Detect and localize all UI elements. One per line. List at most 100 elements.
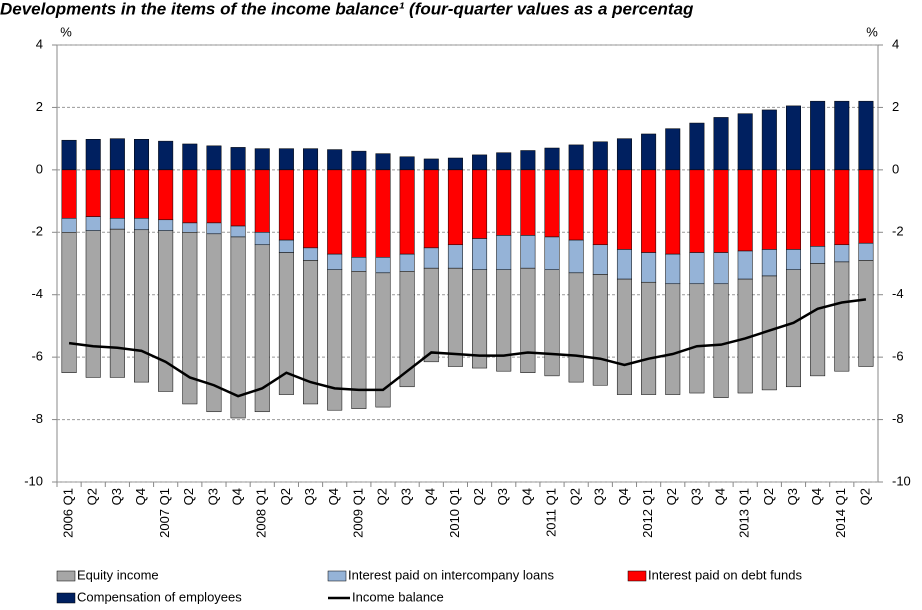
bar	[303, 148, 319, 171]
y-tick-label: -6	[31, 349, 43, 364]
y-axis-label: %	[60, 24, 72, 39]
bar	[858, 100, 874, 171]
x-tick-label: Q3	[109, 488, 124, 505]
chart-title: Developments in the items of the income …	[0, 0, 694, 18]
bar	[641, 169, 657, 253]
x-tick-label: Q2	[761, 488, 776, 505]
x-tick-label: 2011 Q1	[543, 488, 558, 537]
x-tick-label: Q3	[495, 488, 510, 505]
bar	[158, 140, 174, 171]
bar	[375, 272, 391, 408]
bar	[399, 156, 415, 171]
bar	[761, 169, 777, 250]
legend-label: Interest paid on debt funds	[648, 567, 802, 582]
bar	[665, 253, 681, 285]
bar	[665, 128, 681, 171]
legend-label: Income balance	[352, 589, 444, 604]
x-tick-label: Q2	[857, 488, 872, 505]
bar	[834, 169, 850, 246]
bar	[785, 269, 801, 388]
x-tick-label: Q2	[85, 488, 100, 505]
y-tick-label: -2	[31, 224, 43, 239]
bar	[641, 281, 657, 395]
bar	[834, 244, 850, 263]
plot-area	[56, 44, 879, 483]
legend-label: Interest paid on intercompany loans	[348, 567, 554, 582]
bar	[230, 169, 246, 227]
bar	[375, 257, 391, 274]
bar	[713, 169, 729, 253]
bar	[85, 139, 101, 171]
bar	[834, 100, 850, 171]
bar	[278, 169, 294, 241]
bar	[810, 100, 826, 171]
bar	[278, 252, 294, 395]
bar	[472, 269, 488, 369]
x-tick-label: Q3	[302, 488, 317, 505]
bar	[641, 133, 657, 171]
y-tick-label: -10	[24, 473, 43, 488]
x-tick-label: Q4	[712, 488, 727, 505]
x-tick-label: 2013 Q1	[737, 488, 752, 538]
y2-tick-label: -4	[892, 286, 904, 301]
bar	[158, 230, 174, 392]
bar	[254, 169, 270, 233]
y2-tick-label: 0	[892, 161, 899, 176]
bar	[303, 169, 319, 249]
y2-tick-label: -6	[892, 349, 904, 364]
bar	[423, 158, 439, 171]
bar	[61, 139, 77, 171]
x-tick-label: Q4	[423, 488, 438, 505]
y-tick-label: -4	[31, 286, 43, 301]
x-tick-label: Q4	[230, 488, 245, 505]
bar	[351, 150, 367, 171]
bar	[182, 222, 198, 233]
x-tick-label: Q2	[374, 488, 389, 505]
x-tick-label: 2010 Q1	[447, 488, 462, 538]
bar	[713, 283, 729, 398]
bar	[592, 244, 608, 275]
x-tick-label: Q3	[785, 488, 800, 505]
bar	[472, 169, 488, 239]
bar	[158, 219, 174, 231]
bar	[737, 113, 753, 171]
bar	[447, 244, 463, 269]
legend-swatch	[56, 592, 76, 604]
bar	[858, 169, 874, 244]
bar	[785, 169, 801, 250]
bar	[785, 249, 801, 270]
bar	[254, 244, 270, 413]
bar	[568, 169, 584, 241]
bar	[206, 233, 222, 413]
bar	[254, 232, 270, 246]
x-tick-label: 2006 Q1	[61, 488, 76, 538]
bar	[206, 222, 222, 235]
bar	[544, 169, 560, 238]
bar	[447, 157, 463, 171]
bar	[109, 169, 125, 219]
bar	[327, 253, 343, 270]
bar	[182, 143, 198, 171]
bar	[61, 232, 77, 373]
bar	[810, 246, 826, 264]
bar	[230, 147, 246, 171]
bar	[134, 139, 150, 171]
bar	[689, 169, 705, 253]
bar	[520, 150, 536, 171]
y-tick-label: -8	[31, 411, 43, 426]
bar	[375, 169, 391, 258]
bar	[689, 252, 705, 285]
bar	[447, 169, 463, 246]
y2-tick-label: 2	[892, 99, 899, 114]
bar	[858, 260, 874, 367]
bar	[689, 283, 705, 394]
bar	[61, 217, 77, 233]
bar	[568, 144, 584, 171]
bar	[761, 249, 777, 277]
x-tick-label: Q4	[616, 488, 631, 505]
bar	[834, 261, 850, 372]
bar	[327, 169, 343, 255]
bar	[109, 138, 125, 171]
bar	[520, 267, 536, 373]
x-tick-label: 2007 Q1	[157, 488, 172, 538]
